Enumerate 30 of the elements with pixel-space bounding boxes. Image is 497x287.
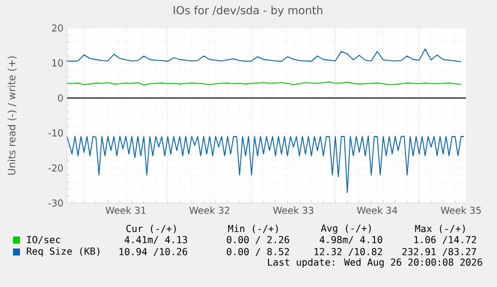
y-tick-label: -20 [48, 164, 63, 172]
y-tick-label: 0 [58, 94, 63, 102]
x-tick-label: Week 32 [189, 206, 230, 214]
y-tick-label: -10 [48, 129, 63, 137]
x-tick-label: Week 35 [440, 206, 481, 214]
text: 0.00 / 2.26 [226, 236, 290, 244]
text: Cur (-/+) [126, 224, 176, 234]
legend-label: IO/sec [27, 236, 60, 244]
y-tick-label: 10 [52, 59, 63, 67]
x-tick-label: Week 34 [356, 206, 398, 214]
y-tick-label: -30 [48, 199, 63, 207]
text: Avg (-/+) [320, 224, 371, 234]
y-tick-label: 20 [52, 24, 63, 32]
text: 10.94 /10.26 [120, 248, 188, 256]
text: 232.91 /83.27 [402, 248, 476, 256]
x-tick-label: Week 33 [273, 206, 314, 214]
chart-title: IOs for /dev/sda - by month [174, 6, 322, 16]
line-series [67, 48, 462, 62]
text: 4.41m/ 4.13 [124, 236, 188, 244]
y-axis-title: Units read (-) / write (+) [8, 56, 17, 175]
text: 0.00 / 8.52 [226, 248, 289, 256]
x-tick-label: Week 31 [106, 206, 146, 214]
text: Last update: Wed Aug 26 20:00:08 2026 [268, 258, 482, 268]
text: 1.06 /14.72 [414, 236, 476, 244]
text: Max (-/+) [415, 224, 465, 234]
text: 12.32 /10.82 [314, 248, 382, 256]
legend-label: Req Size (KB) [26, 247, 100, 257]
text: 4.98m/ 4.10 [320, 236, 382, 244]
line-series [67, 135, 464, 193]
text: Min (-/+) [228, 224, 278, 234]
